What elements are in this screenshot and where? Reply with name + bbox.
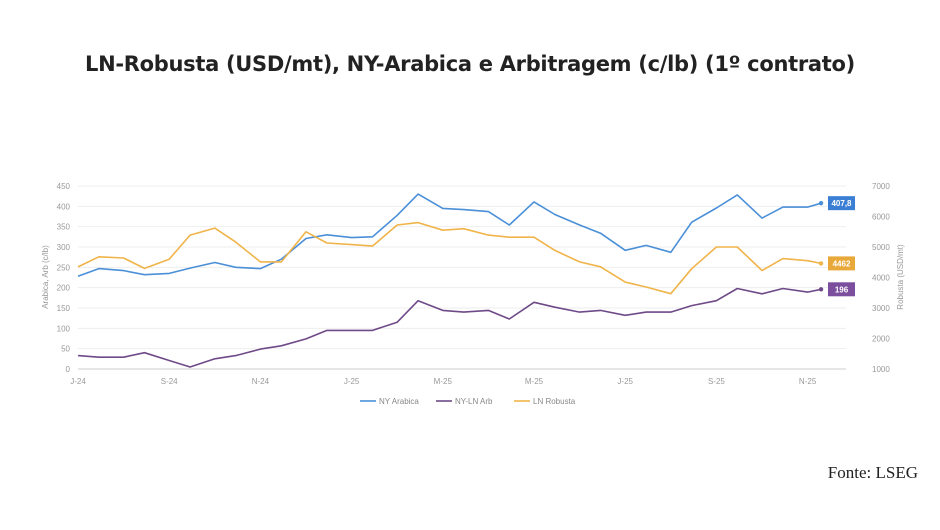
y-tick-left: 100: [57, 324, 71, 333]
series-line-ny-arabica: [77, 193, 822, 278]
last-value-label: 196: [835, 285, 849, 294]
y-tick-right: 1000: [872, 365, 890, 374]
y-tick-left: 400: [57, 202, 71, 211]
y-tick-right: 3000: [872, 304, 890, 313]
last-point-marker: [818, 287, 824, 292]
last-value-badge: [828, 256, 855, 271]
legend-label: NY-LN Arb: [455, 397, 493, 406]
last-point-marker: [818, 200, 824, 206]
y-tick-right: 4000: [872, 274, 890, 283]
y-tick-left: 200: [57, 284, 71, 293]
y-tick-left: 450: [57, 182, 71, 191]
x-tick: S-25: [708, 377, 725, 386]
y-axis-label-right: Robusta (USD/mt): [896, 244, 905, 310]
y-tick-right: 5000: [872, 243, 890, 252]
last-value-badge: [828, 282, 855, 297]
x-tick: J-25: [617, 377, 633, 386]
x-tick: J-24: [70, 377, 86, 386]
y-tick-left: 150: [57, 304, 71, 313]
y-tick-left: 350: [57, 223, 71, 232]
x-tick: J-25: [344, 377, 360, 386]
series-line-ln-robusta: [77, 221, 822, 295]
y-tick-left: 250: [57, 263, 71, 272]
legend-label: NY Arabica: [379, 397, 419, 406]
last-value-badge: [828, 196, 855, 211]
x-tick: S-24: [161, 377, 178, 386]
last-point-marker: [818, 261, 824, 266]
y-tick-right: 2000: [872, 335, 890, 344]
series-line-ny-ln-arb: [77, 287, 822, 368]
x-tick: M-25: [434, 377, 453, 386]
last-value-label: 4462: [833, 259, 851, 268]
y-axis-label-left: Arabica, Arb (c/lb): [41, 245, 50, 309]
x-tick: N-25: [799, 377, 817, 386]
last-value-label: 407,8: [831, 199, 852, 208]
legend-label: LN Robusta: [533, 397, 576, 406]
y-tick-right: 7000: [872, 182, 890, 191]
y-tick-left: 300: [57, 243, 71, 252]
y-tick-right: 6000: [872, 213, 890, 222]
source-note: Fonte: LSEG: [827, 463, 918, 482]
chart-title: LN-Robusta (USD/mt), NY-Arabica e Arbitr…: [85, 52, 855, 76]
y-tick-left: 0: [66, 365, 71, 374]
x-tick: N-24: [252, 377, 270, 386]
y-tick-left: 50: [61, 345, 70, 354]
x-tick: M-25: [525, 377, 544, 386]
